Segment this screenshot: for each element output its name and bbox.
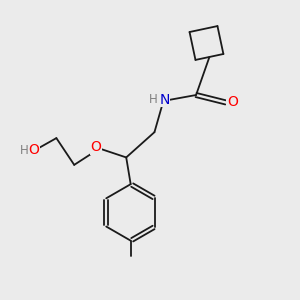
Text: H: H	[149, 93, 158, 106]
Text: O: O	[227, 95, 238, 109]
Text: H: H	[20, 143, 29, 157]
Text: O: O	[91, 140, 101, 154]
Text: N: N	[159, 93, 170, 107]
Text: O: O	[28, 143, 40, 157]
